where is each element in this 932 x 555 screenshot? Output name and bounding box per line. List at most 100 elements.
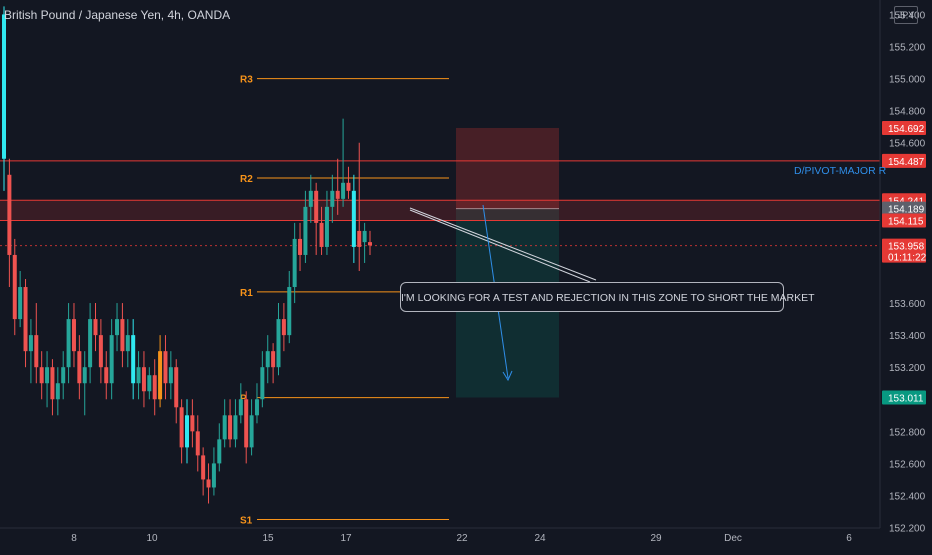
- time-tick: 17: [340, 533, 352, 544]
- candle-body: [211, 463, 216, 488]
- candle-body: [228, 415, 233, 440]
- candle-body: [292, 238, 297, 288]
- arrow-head: [502, 370, 513, 382]
- candle-body: [23, 287, 28, 352]
- price-badge-text: 153.958: [888, 242, 925, 253]
- price-tick: 152.800: [889, 427, 926, 438]
- pivot-label-r2: R2: [240, 174, 253, 185]
- candle-body: [7, 174, 12, 255]
- time-tick: 8: [71, 533, 77, 544]
- annotation-note[interactable]: I'M LOOKING FOR A TEST AND REJECTION IN …: [400, 282, 815, 312]
- candle-body: [45, 367, 50, 384]
- candle-body: [249, 415, 254, 448]
- candle-body: [136, 367, 141, 384]
- candle-body: [109, 335, 114, 384]
- candle-body: [125, 335, 130, 352]
- price-tick: 154.800: [889, 107, 926, 118]
- price-tick: 154.600: [889, 139, 926, 150]
- price-tick: 153.400: [889, 331, 926, 342]
- pivot-label-p: P: [240, 394, 247, 405]
- candle-body: [50, 367, 55, 400]
- candle-body: [222, 415, 227, 440]
- price-badge: [882, 390, 926, 405]
- candle-body: [28, 335, 33, 352]
- candle-body: [233, 415, 238, 440]
- candle-body: [195, 431, 200, 456]
- candle-body: [357, 230, 362, 247]
- price-tick: 152.600: [889, 459, 926, 470]
- price-badge-text: 154.189: [888, 205, 925, 216]
- candle-body: [12, 254, 17, 320]
- resistance-zone: [0, 200, 880, 221]
- candle-body: [77, 351, 82, 384]
- candle-body: [324, 206, 329, 247]
- candle-body: [88, 319, 93, 368]
- candle-body: [179, 407, 184, 448]
- candle-body: [190, 415, 195, 432]
- candle-body: [18, 287, 23, 320]
- price-tick: 155.000: [889, 75, 926, 86]
- candle-body: [244, 399, 249, 448]
- price-badge: [882, 238, 926, 263]
- time-tick: 24: [534, 533, 546, 544]
- candle-body: [131, 335, 136, 384]
- candle-body: [163, 351, 168, 384]
- price-tick: 152.400: [889, 491, 926, 502]
- price-tick: 155.200: [889, 43, 926, 54]
- pointer-line: [409, 207, 597, 281]
- price-badge-timer: 01:11:22: [888, 253, 927, 264]
- currency-label[interactable]: JPY: [894, 6, 918, 24]
- pivot-label-r3: R3: [240, 75, 253, 86]
- price-badge: [882, 153, 926, 168]
- candle-body: [104, 367, 109, 384]
- candle-body: [152, 375, 157, 400]
- candle-body: [34, 335, 39, 368]
- candle-body: [168, 367, 173, 384]
- candle-body: [2, 14, 6, 159]
- candle-body: [201, 455, 206, 480]
- price-badge-text: 154.692: [888, 124, 925, 135]
- candle-body: [281, 319, 286, 336]
- pivot-label: D/PIVOT-MAJOR R: [794, 165, 887, 177]
- time-tick: 29: [650, 533, 662, 544]
- time-tick: Dec: [724, 533, 742, 544]
- time-tick: 10: [146, 533, 158, 544]
- candle-body: [55, 383, 60, 400]
- candle-body: [265, 351, 270, 368]
- time-tick: 6: [846, 533, 852, 544]
- candle-body: [206, 479, 211, 488]
- pivot-label-r4: R4: [240, 0, 253, 2]
- price-tick: 153.600: [889, 299, 926, 310]
- candle-body: [71, 319, 76, 352]
- candle-body: [217, 439, 222, 464]
- price-tick: 153.200: [889, 363, 926, 374]
- candle-body: [303, 206, 308, 255]
- candle-body: [351, 190, 356, 247]
- candle-body: [82, 367, 87, 384]
- candle-body: [93, 319, 98, 336]
- price-badge: [882, 201, 926, 216]
- candle-body: [141, 367, 146, 392]
- pointer-line: [409, 209, 591, 283]
- candle-body: [174, 367, 179, 408]
- candle-body: [319, 222, 324, 247]
- candle-body: [98, 335, 103, 368]
- candle-body: [185, 415, 189, 448]
- price-tick: 152.200: [889, 524, 926, 535]
- candle-body: [314, 190, 319, 223]
- price-badge-text: 154.487: [888, 157, 925, 168]
- candle-body: [335, 190, 340, 199]
- time-tick: 15: [262, 533, 274, 544]
- candle-body: [66, 319, 71, 368]
- stop-zone: [456, 127, 559, 209]
- candle-body: [276, 319, 281, 368]
- price-badge-text: 154.115: [888, 216, 924, 227]
- candle-body: [115, 319, 120, 336]
- candle-body: [39, 367, 44, 384]
- candle-body: [147, 375, 152, 392]
- time-tick: 22: [456, 533, 468, 544]
- price-badge: [882, 213, 926, 228]
